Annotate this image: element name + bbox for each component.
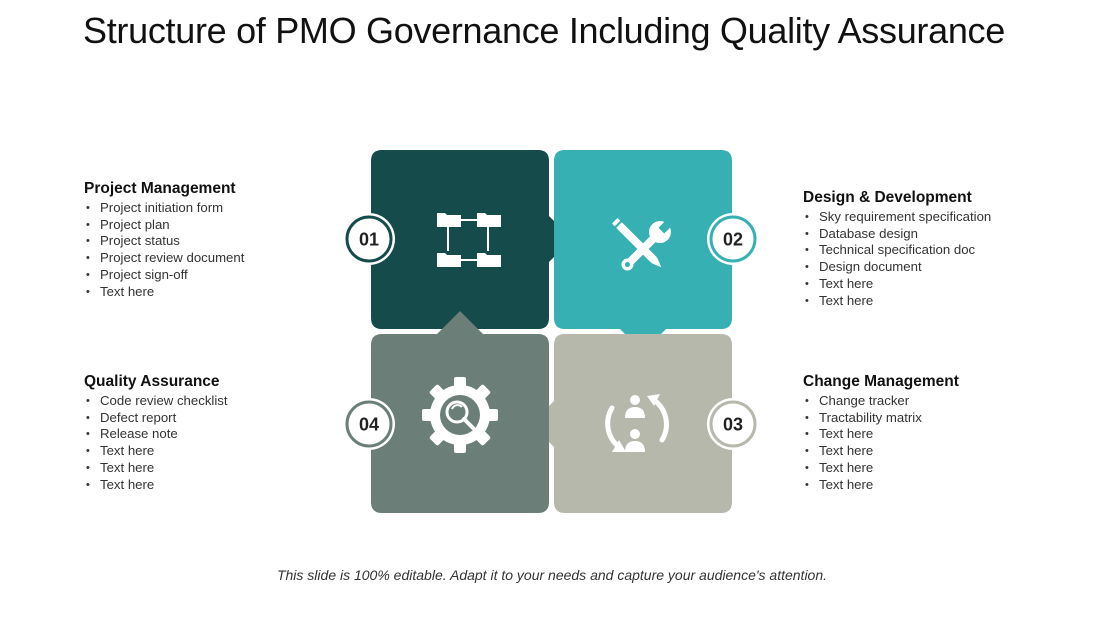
list-item: Design document	[803, 259, 991, 276]
project-management-block: Project Management Project initiation fo…	[84, 180, 244, 300]
number-02: 02	[723, 230, 743, 250]
people-exchange-icon	[605, 394, 669, 452]
block-list: Project initiation form Project plan Pro…	[84, 200, 244, 300]
block-list: Sky requirement specification Database d…	[803, 209, 991, 309]
pencil-wrench-icon	[612, 218, 673, 271]
list-item: Project status	[84, 233, 244, 250]
block-list: Change tracker Tractability matrix Text …	[803, 393, 959, 493]
number-badge-04: 04	[343, 398, 395, 450]
list-item: Text here	[84, 284, 244, 301]
number-badge-02: 02	[707, 213, 759, 265]
number-badge-01: 01	[343, 213, 395, 265]
list-item: Release note	[84, 426, 228, 443]
gear-search-icon	[422, 377, 498, 453]
quadrant-01-tile	[371, 150, 572, 329]
list-item: Text here	[803, 426, 959, 443]
list-item: Code review checklist	[84, 393, 228, 410]
list-item: Text here	[803, 276, 991, 293]
list-item: Technical specification doc	[803, 242, 991, 259]
list-item: Text here	[84, 460, 228, 477]
list-item: Tractability matrix	[803, 410, 959, 427]
number-04: 04	[359, 415, 379, 435]
block-heading: Project Management	[84, 180, 236, 197]
quadrant-03-tile	[531, 334, 732, 513]
number-01: 01	[359, 230, 379, 250]
list-item: Text here	[84, 443, 228, 460]
block-heading: Change Management	[803, 373, 959, 390]
folder-network-icon	[437, 213, 501, 267]
block-list: Code review checklist Defect report Rele…	[84, 393, 228, 493]
number-badge-03: 03	[707, 398, 759, 450]
list-item: Project plan	[84, 217, 244, 234]
list-item: Change tracker	[803, 393, 959, 410]
block-heading: Design & Development	[803, 189, 972, 206]
list-item: Text here	[803, 460, 959, 477]
block-heading: Quality Assurance	[84, 373, 220, 390]
list-item: Sky requirement specification	[803, 209, 991, 226]
number-03: 03	[723, 415, 743, 435]
list-item: Project sign-off	[84, 267, 244, 284]
list-item: Text here	[84, 477, 228, 494]
footer-note: This slide is 100% editable. Adapt it to…	[276, 567, 828, 583]
list-item: Database design	[803, 226, 991, 243]
list-item: Defect report	[84, 410, 228, 427]
list-item: Project initiation form	[84, 200, 244, 217]
list-item: Text here	[803, 443, 959, 460]
design-development-block: Design & Development Sky requirement spe…	[803, 189, 991, 309]
page-title: Structure of PMO Governance Including Qu…	[83, 10, 1005, 51]
list-item: Project review document	[84, 250, 244, 267]
quality-assurance-block: Quality Assurance Code review checklist …	[84, 373, 228, 493]
list-item: Text here	[803, 293, 991, 310]
list-item: Text here	[803, 477, 959, 494]
change-management-block: Change Management Change tracker Tractab…	[803, 373, 959, 493]
